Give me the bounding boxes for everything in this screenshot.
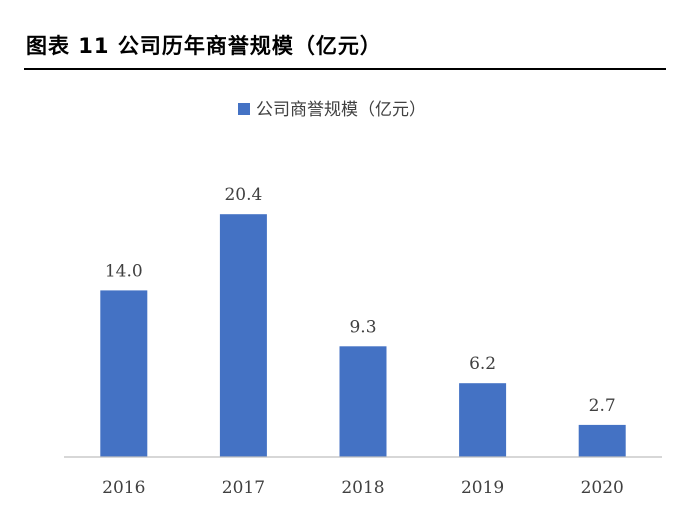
data-label-2016: 14.0 — [105, 261, 143, 281]
x-tick-label-2018: 2018 — [341, 478, 384, 498]
x-tick-labels-group: 2016 2017 2018 2019 2020 — [102, 478, 624, 498]
data-label-2017: 20.4 — [224, 185, 262, 205]
data-labels-group: 14.0 20.4 9.3 6.2 2.7 — [105, 185, 616, 416]
data-label-2020: 2.7 — [589, 396, 616, 416]
bar-2020 — [578, 424, 626, 457]
bar-2016 — [100, 290, 148, 457]
bars-group — [100, 214, 626, 457]
x-tick-label-2020: 2020 — [581, 478, 624, 498]
data-label-2018: 9.3 — [349, 317, 376, 337]
title-divider — [24, 68, 666, 70]
legend-label: 公司商誉规模（亿元） — [256, 100, 426, 120]
figure-title: 图表 11 公司历年商誉规模（亿元） — [26, 34, 382, 58]
bar-2018 — [339, 346, 387, 457]
bar-2019 — [459, 383, 507, 457]
legend: 公司商誉规模（亿元） — [238, 100, 426, 120]
x-tick-label-2019: 2019 — [461, 478, 504, 498]
legend-swatch — [238, 103, 250, 115]
x-tick-label-2016: 2016 — [102, 478, 145, 498]
x-tick-label-2017: 2017 — [222, 478, 265, 498]
data-label-2019: 6.2 — [469, 354, 496, 374]
bar-2017 — [219, 214, 267, 457]
